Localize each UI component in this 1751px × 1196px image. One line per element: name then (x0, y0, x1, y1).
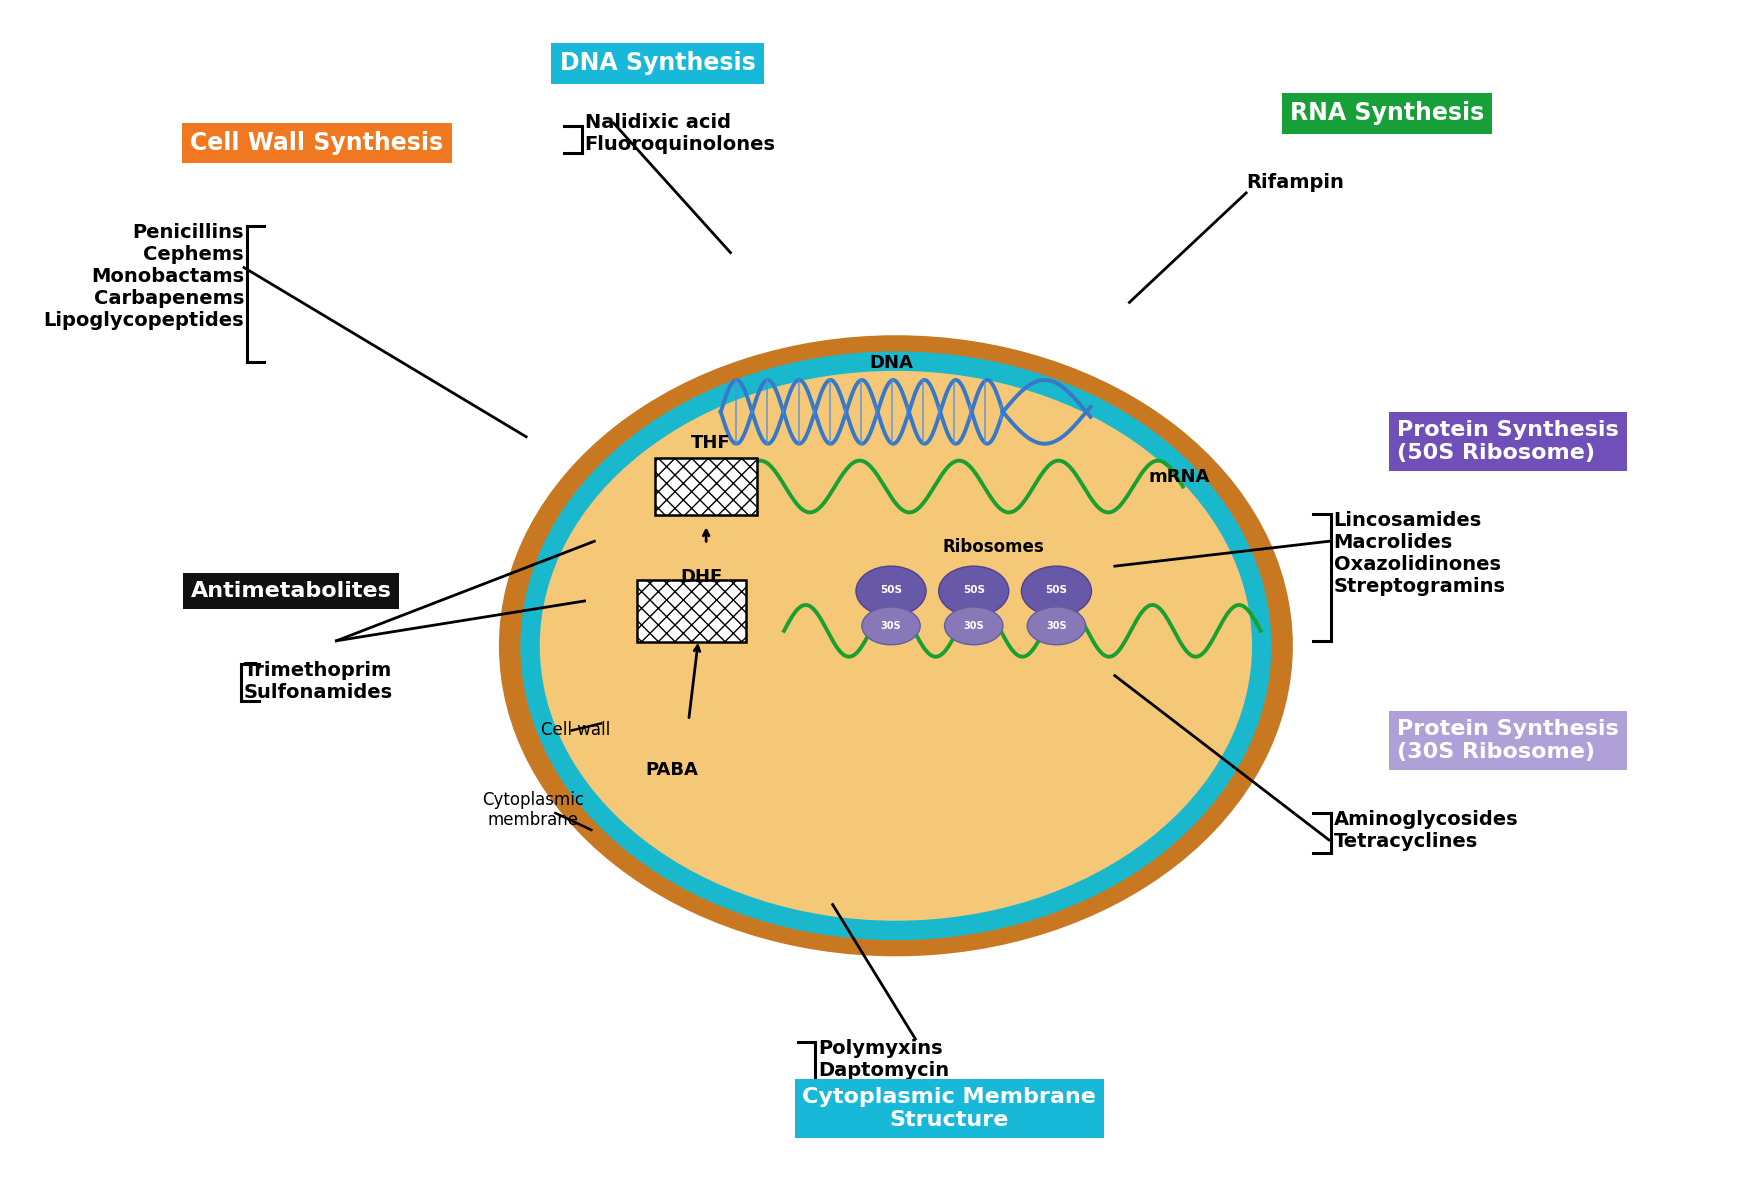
Ellipse shape (861, 606, 921, 645)
Text: 50S: 50S (1045, 585, 1068, 596)
Text: THF: THF (692, 434, 730, 452)
Text: 30S: 30S (1045, 621, 1066, 630)
Text: DNA Synthesis: DNA Synthesis (560, 51, 755, 75)
FancyBboxPatch shape (637, 580, 746, 642)
Text: Rifampin: Rifampin (1247, 173, 1345, 193)
Ellipse shape (564, 389, 1229, 903)
Text: 30S: 30S (963, 621, 984, 630)
Text: DNA: DNA (868, 354, 912, 372)
Text: Cytoplasmic Membrane
Structure: Cytoplasmic Membrane Structure (802, 1087, 1096, 1130)
Text: Cell Wall Synthesis: Cell Wall Synthesis (191, 132, 443, 155)
Ellipse shape (499, 335, 1292, 957)
Text: Nalidixic acid
Fluoroquinolones: Nalidixic acid Fluoroquinolones (585, 114, 776, 154)
Text: Trimethoprim
Sulfonamides: Trimethoprim Sulfonamides (243, 660, 394, 702)
Text: RNA Synthesis: RNA Synthesis (1290, 102, 1485, 126)
Ellipse shape (1021, 566, 1091, 616)
Text: Protein Synthesis
(50S Ribosome): Protein Synthesis (50S Ribosome) (1397, 420, 1618, 463)
Text: 50S: 50S (963, 585, 984, 596)
Text: PABA: PABA (646, 761, 699, 780)
Ellipse shape (939, 566, 1009, 616)
Text: Lincosamides
Macrolides
Oxazolidinones
Streptogramins: Lincosamides Macrolides Oxazolidinones S… (1334, 512, 1506, 597)
Ellipse shape (1028, 606, 1086, 645)
Text: 30S: 30S (881, 621, 902, 630)
Text: Ribosomes: Ribosomes (942, 538, 1044, 556)
Text: Cytoplasmic
membrane: Cytoplasmic membrane (482, 791, 585, 829)
Text: DHF: DHF (679, 568, 723, 586)
FancyBboxPatch shape (655, 458, 756, 515)
Ellipse shape (525, 358, 1266, 934)
Text: 50S: 50S (881, 585, 902, 596)
Ellipse shape (944, 606, 1003, 645)
Text: mRNA: mRNA (1149, 468, 1210, 486)
Text: Penicillins
Cephems
Monobactams
Carbapenems
Lipoglycopeptides: Penicillins Cephems Monobactams Carbapen… (44, 222, 243, 330)
Ellipse shape (856, 566, 926, 616)
Text: Aminoglycosides
Tetracyclines: Aminoglycosides Tetracyclines (1334, 810, 1518, 852)
Text: Antimetabolites: Antimetabolites (191, 581, 392, 602)
Text: Cell wall: Cell wall (541, 721, 609, 739)
Text: Protein Synthesis
(30S Ribosome): Protein Synthesis (30S Ribosome) (1397, 719, 1618, 762)
Text: Polymyxins
Daptomycin: Polymyxins Daptomycin (818, 1039, 949, 1080)
